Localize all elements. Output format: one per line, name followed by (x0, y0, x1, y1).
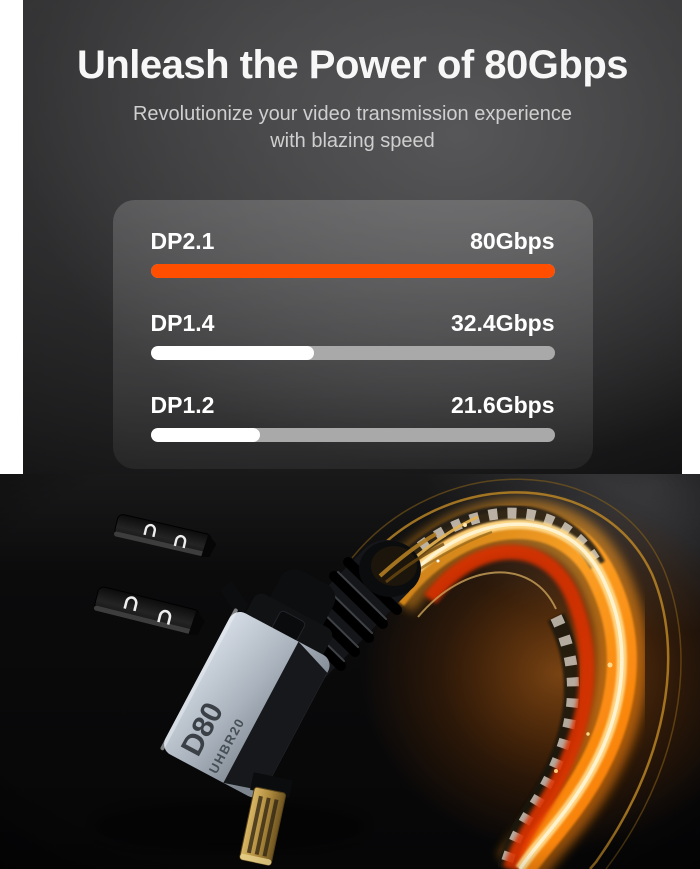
spec-label: DP1.4 (150, 310, 215, 336)
speed-value: 80Gbps (470, 228, 555, 254)
spec-label: DP2.1 (150, 228, 215, 254)
product-photo: D80 UHBR20 (0, 474, 700, 869)
speed-value: 21.6Gbps (450, 392, 555, 418)
subtitle: Revolutionize your video transmission ex… (23, 101, 682, 155)
speed-value: 32.4Gbps (450, 310, 555, 336)
progress-fill-dp14 (150, 346, 315, 360)
subtitle-line-2: with blazing speed (270, 130, 435, 152)
progress-fill-dp12 (150, 428, 260, 442)
progress-track (150, 346, 555, 360)
speed-row-dp12: DP1.2 21.6Gbps (150, 391, 555, 442)
speed-comparison-card: DP2.1 80Gbps DP1.4 32.4Gbps DP1.2 (112, 200, 593, 469)
spec-label: DP1.2 (150, 392, 215, 418)
chart-panel: Unleash the Power of 80Gbps Revolutioniz… (23, 0, 682, 478)
progress-fill-dp21 (150, 264, 555, 278)
speed-row-dp14: DP1.4 32.4Gbps (150, 309, 555, 360)
page-title: Unleash the Power of 80Gbps (76, 43, 629, 87)
progress-track (150, 428, 555, 442)
progress-track (150, 264, 555, 278)
speed-row-dp21: DP2.1 80Gbps (150, 227, 555, 278)
subtitle-line-1: Revolutionize your video transmission ex… (132, 103, 573, 125)
